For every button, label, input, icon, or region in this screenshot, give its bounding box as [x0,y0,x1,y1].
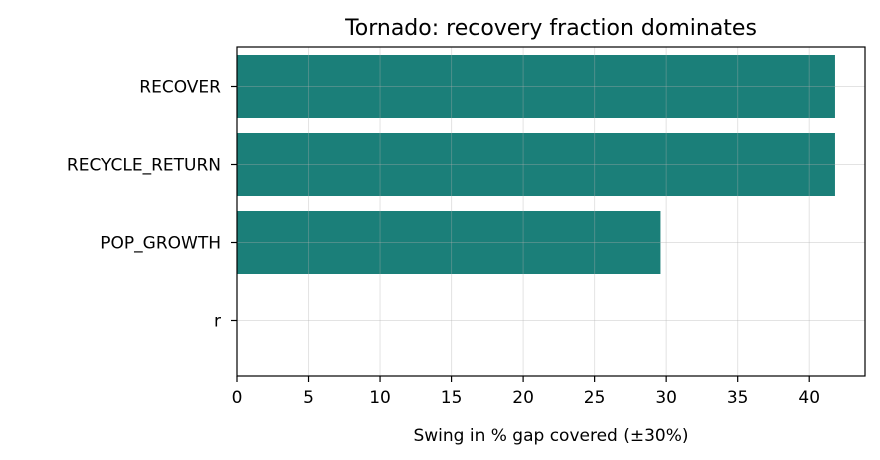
y-tick-label: r [214,312,221,332]
x-axis-label: Swing in % gap covered (±30%) [413,426,688,446]
x-tick-label: 10 [369,388,391,408]
x-tick-label: 15 [441,388,463,408]
x-tick-label: 0 [232,388,243,408]
x-tick-label: 35 [727,388,749,408]
x-tick-label: 30 [655,388,677,408]
y-tick-label: RECYCLE_RETURN [67,156,221,176]
y-tick-label: RECOVER [139,78,221,98]
x-tick-label: 40 [798,388,820,408]
bar-recover [237,55,835,118]
plot-frame [236,46,866,377]
bar-pop-growth [237,211,661,274]
x-axis-ticks: 0 5 10 15 20 25 30 35 40 [232,376,820,408]
bar-recycle-return [237,133,835,196]
x-tick-label: 5 [303,388,314,408]
y-tick-label: POP_GROWTH [100,234,221,254]
x-tick-label: 25 [584,388,606,408]
x-tick-label: 20 [512,388,534,408]
chart-title: Tornado: recovery fraction dominates [344,16,757,41]
bars [237,55,835,274]
grid-lines [236,47,865,376]
